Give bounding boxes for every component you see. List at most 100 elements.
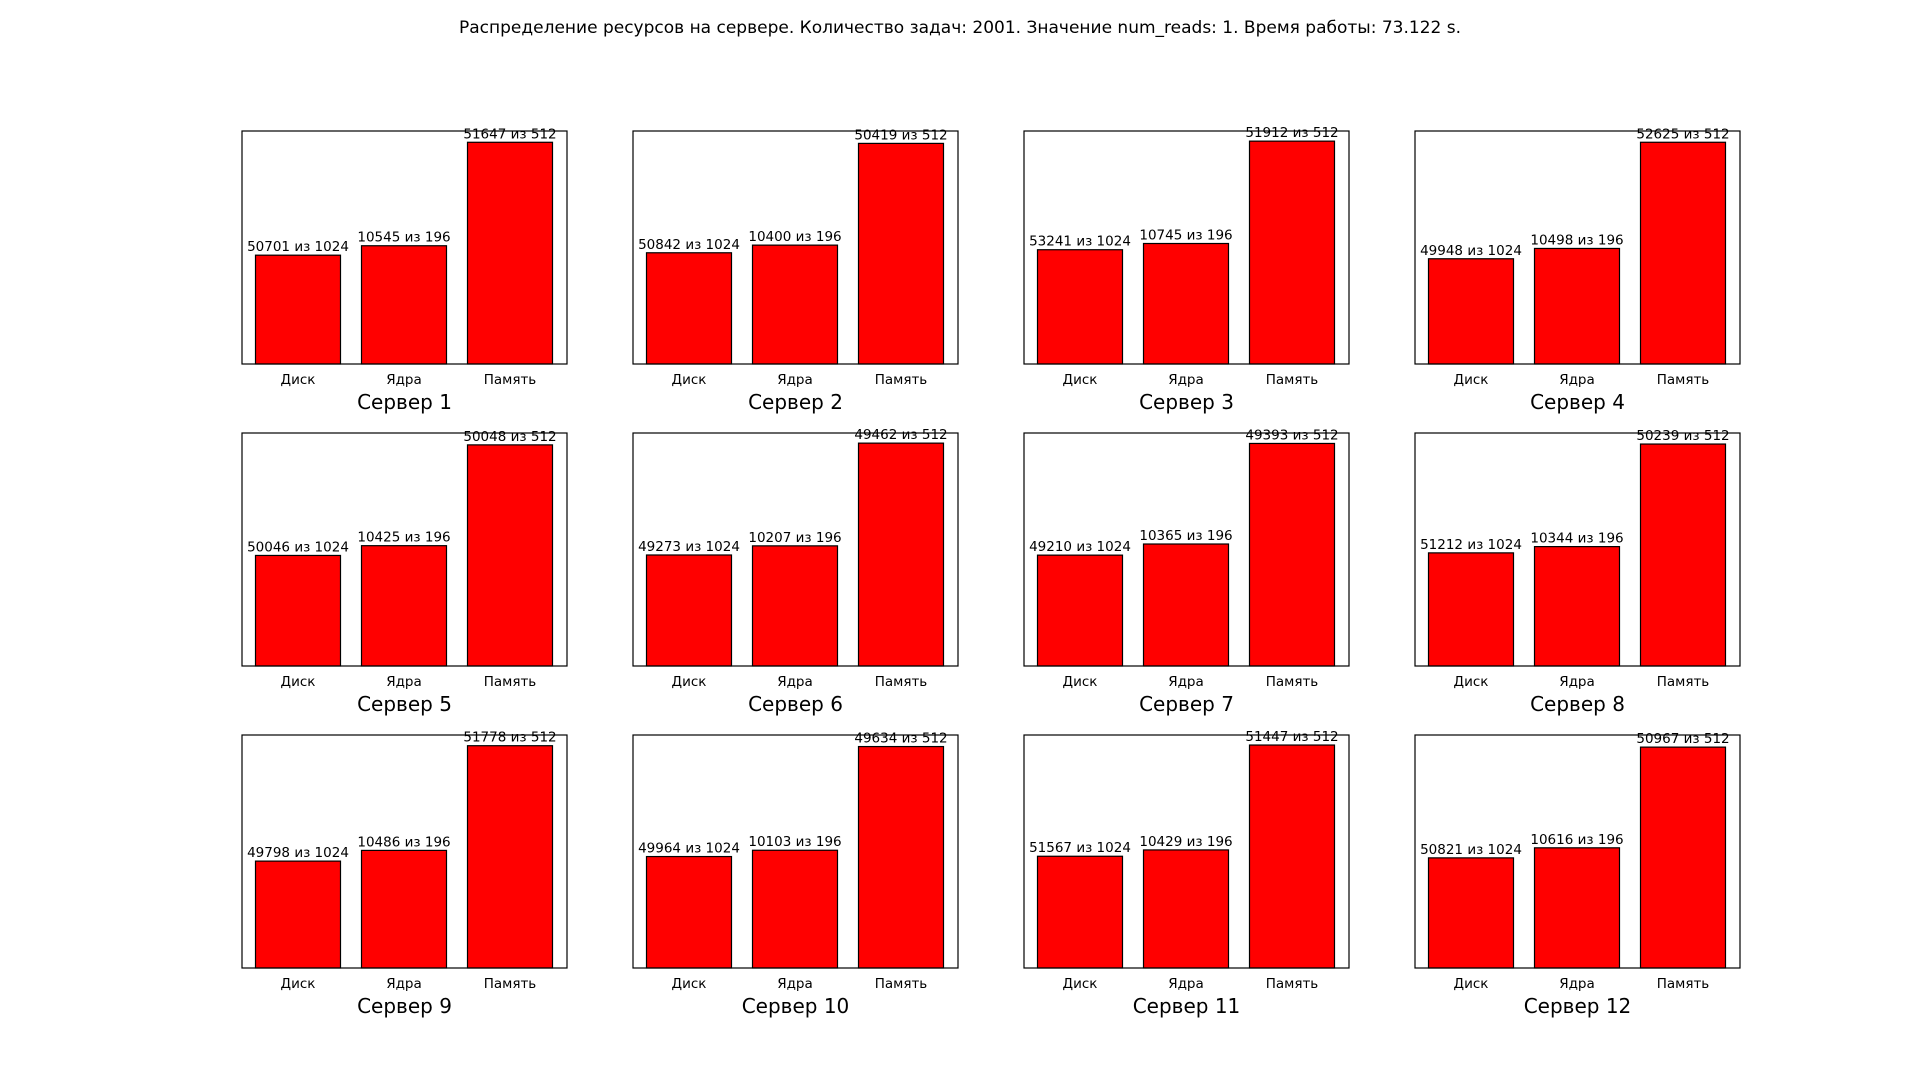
server-title: Сервер 8 — [1530, 692, 1625, 716]
plot-frame — [632, 432, 959, 667]
server-chart-10: 49964 из 1024 Диск 10103 из 196 Ядра 49634 и… — [632, 731, 959, 1018]
server-title: Сервер 3 — [1139, 390, 1234, 414]
bar-Диск — [254, 860, 342, 969]
tick-label: Диск — [672, 976, 707, 992]
data-label: 51647 из 512 — [463, 126, 556, 142]
data-label: 50967 из 512 — [1636, 731, 1729, 747]
server-chart-6: 49273 из 1024 Диск 10207 из 196 Ядра 49462 и… — [632, 427, 959, 716]
tick-label: Память — [875, 674, 928, 690]
tick-label: Ядра — [777, 674, 813, 690]
bar-Ядра — [1142, 242, 1230, 365]
server-chart-3: 53241 из 1024 Диск 10745 из 196 Ядра 51912 и… — [1023, 125, 1350, 414]
server-title: Сервер 7 — [1139, 692, 1234, 716]
data-label: 10545 из 196 — [357, 230, 450, 246]
tick-label: Память — [1657, 674, 1710, 690]
tick-label: Ядра — [777, 372, 813, 388]
bar-Память — [857, 142, 945, 365]
bar-Диск — [1427, 857, 1515, 969]
data-label: 10344 из 196 — [1530, 531, 1623, 547]
plot-frame — [1023, 432, 1350, 667]
server-chart-2: 50842 из 1024 Диск 10400 из 196 Ядра 50419 и… — [632, 127, 959, 414]
server-title: Сервер 9 — [357, 994, 452, 1018]
data-label: 10400 из 196 — [748, 229, 841, 245]
plot-frame — [632, 734, 959, 969]
bar-Ядра — [751, 244, 839, 365]
data-label: 10425 из 196 — [357, 530, 450, 546]
bar-Память — [1248, 442, 1336, 667]
data-label: 50239 из 512 — [1636, 428, 1729, 444]
server-title: Сервер 12 — [1524, 994, 1632, 1018]
data-label: 10616 из 196 — [1530, 832, 1623, 848]
tick-label: Ядра — [1559, 372, 1595, 388]
server-chart-12: 50821 из 1024 Диск 10616 из 196 Ядра 50967 и… — [1414, 731, 1741, 1018]
plot-frame — [1414, 130, 1741, 365]
server-chart-8: 51212 из 1024 Диск 10344 из 196 Ядра 50239 и… — [1414, 428, 1741, 716]
data-label: 49948 из 1024 — [1420, 243, 1522, 259]
bar-Ядра — [1533, 247, 1621, 365]
tick-label: Диск — [281, 976, 316, 992]
data-label: 52625 из 512 — [1636, 126, 1729, 142]
data-label: 49798 из 1024 — [247, 845, 349, 861]
tick-label: Диск — [281, 372, 316, 388]
plot-frame — [241, 734, 568, 969]
bar-Диск — [1036, 249, 1124, 365]
bar-Ядра — [360, 849, 448, 969]
data-label: 50821 из 1024 — [1420, 842, 1522, 858]
tick-label: Диск — [1454, 372, 1489, 388]
bar-Ядра — [751, 849, 839, 969]
data-label: 50701 из 1024 — [247, 239, 349, 255]
tick-label: Память — [484, 372, 537, 388]
data-label: 10745 из 196 — [1139, 227, 1232, 243]
plot-frame — [241, 432, 568, 667]
bar-Память — [466, 745, 554, 969]
bar-Память — [1248, 140, 1336, 365]
bar-Ядра — [360, 245, 448, 365]
server-chart-11: 51567 из 1024 Диск 10429 из 196 Ядра 51447 и… — [1023, 729, 1350, 1018]
tick-label: Память — [1266, 976, 1319, 992]
tick-label: Ядра — [1559, 674, 1595, 690]
tick-label: Ядра — [386, 372, 422, 388]
tick-label: Диск — [1454, 976, 1489, 992]
data-label: 10103 из 196 — [748, 834, 841, 850]
data-label: 49210 из 1024 — [1029, 539, 1131, 555]
tick-label: Ядра — [1559, 976, 1595, 992]
data-label: 10498 из 196 — [1530, 232, 1623, 248]
tick-label: Диск — [281, 674, 316, 690]
server-title: Сервер 10 — [742, 994, 850, 1018]
server-chart-4: 49948 из 1024 Диск 10498 из 196 Ядра 52625 и… — [1414, 126, 1741, 414]
plot-frame — [1414, 734, 1741, 969]
bar-Память — [466, 444, 554, 667]
data-label: 51567 из 1024 — [1029, 840, 1131, 856]
tick-label: Память — [484, 976, 537, 992]
tick-label: Диск — [1063, 674, 1098, 690]
data-label: 49964 из 1024 — [638, 841, 740, 857]
tick-label: Память — [875, 976, 928, 992]
plot-frame — [1414, 432, 1741, 667]
tick-label: Память — [1266, 674, 1319, 690]
bar-Ядра — [1142, 543, 1230, 667]
bar-Ядра — [751, 545, 839, 667]
bar-Ядра — [1142, 849, 1230, 969]
data-label: 49273 из 1024 — [638, 539, 740, 555]
plot-frame — [632, 130, 959, 365]
tick-label: Ядра — [1168, 976, 1204, 992]
data-label: 51447 из 512 — [1245, 729, 1338, 745]
data-label: 50046 из 1024 — [247, 539, 349, 555]
data-label: 50842 из 1024 — [638, 237, 740, 253]
data-label: 51212 из 1024 — [1420, 537, 1522, 553]
bar-Ядра — [1533, 847, 1621, 969]
bar-Память — [1639, 443, 1727, 667]
bar-Ядра — [1533, 546, 1621, 667]
bar-Память — [1639, 746, 1727, 969]
tick-label: Память — [484, 674, 537, 690]
data-label: 49393 из 512 — [1245, 427, 1338, 443]
tick-label: Память — [1266, 372, 1319, 388]
data-label: 50048 из 512 — [463, 429, 556, 445]
bar-Диск — [254, 554, 342, 667]
data-label: 49462 из 512 — [854, 427, 947, 443]
tick-label: Ядра — [386, 976, 422, 992]
tick-label: Ядра — [777, 976, 813, 992]
data-label: 10365 из 196 — [1139, 528, 1232, 544]
data-label: 51912 из 512 — [1245, 125, 1338, 141]
server-chart-1: 50701 из 1024 Диск 10545 из 196 Ядра 51647 и… — [241, 126, 568, 414]
